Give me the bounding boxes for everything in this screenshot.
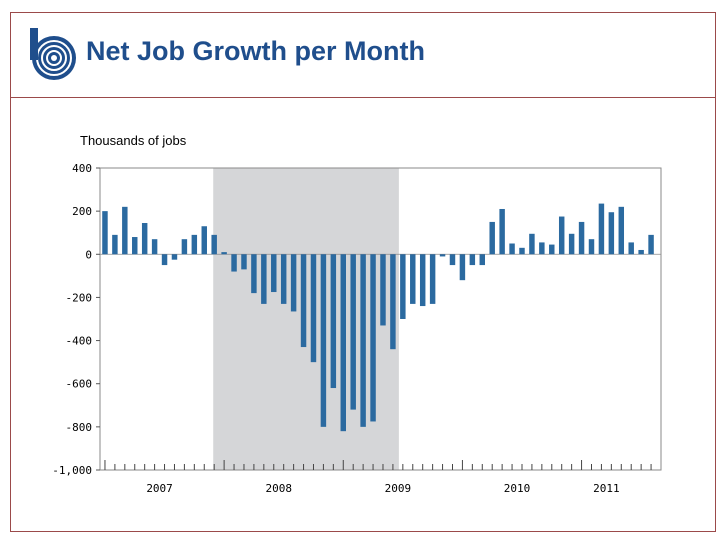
bar bbox=[261, 254, 267, 304]
bar bbox=[290, 254, 297, 312]
header-divider bbox=[10, 97, 716, 98]
bar bbox=[499, 208, 505, 255]
bar bbox=[211, 234, 217, 255]
bar bbox=[350, 254, 356, 410]
bar bbox=[459, 254, 466, 281]
bar bbox=[201, 226, 207, 255]
bar bbox=[549, 244, 555, 255]
bar bbox=[320, 254, 327, 427]
bar bbox=[519, 247, 525, 255]
bar bbox=[628, 242, 634, 255]
y-tick-label: 400 bbox=[72, 162, 92, 175]
bar bbox=[241, 254, 247, 270]
bar bbox=[132, 237, 138, 255]
bar bbox=[479, 254, 486, 266]
bar bbox=[330, 254, 337, 389]
y-tick-label: 0 bbox=[85, 248, 92, 261]
bar bbox=[648, 234, 654, 255]
bar bbox=[588, 239, 595, 255]
bar bbox=[161, 254, 168, 266]
bar bbox=[489, 221, 495, 255]
bar bbox=[429, 254, 436, 304]
bar bbox=[419, 254, 426, 307]
bar bbox=[102, 211, 108, 255]
bar bbox=[638, 249, 644, 255]
plot-area-border bbox=[99, 167, 662, 471]
y-tick-label: -600 bbox=[66, 378, 93, 391]
bar bbox=[608, 212, 615, 255]
bar bbox=[469, 254, 476, 266]
bar bbox=[390, 254, 396, 350]
bar bbox=[151, 239, 158, 255]
bar bbox=[578, 221, 585, 255]
slide-frame bbox=[10, 12, 716, 532]
bar bbox=[271, 254, 277, 293]
bar bbox=[598, 203, 605, 255]
bar bbox=[171, 254, 178, 260]
y-tick-label: -200 bbox=[66, 291, 93, 304]
bar bbox=[122, 206, 128, 255]
bar bbox=[181, 239, 188, 255]
bar bbox=[509, 243, 515, 255]
bar bbox=[449, 254, 456, 266]
x-year-label: 2010 bbox=[504, 482, 531, 495]
y-tick-label: -400 bbox=[66, 335, 93, 348]
bar bbox=[380, 254, 386, 326]
y-tick-label: -800 bbox=[66, 421, 93, 434]
bar bbox=[539, 242, 545, 255]
x-year-label: 2011 bbox=[593, 482, 620, 495]
bar bbox=[191, 234, 198, 255]
x-year-label: 2009 bbox=[385, 482, 412, 495]
bar bbox=[568, 233, 575, 255]
bar bbox=[618, 206, 625, 255]
bar bbox=[439, 254, 446, 257]
bar bbox=[529, 233, 535, 255]
bar bbox=[410, 254, 416, 304]
page-title: Net Job Growth per Month bbox=[86, 36, 425, 66]
bar bbox=[141, 223, 148, 255]
bar bbox=[400, 254, 406, 319]
bar bbox=[300, 254, 307, 348]
x-year-label: 2008 bbox=[265, 482, 292, 495]
y-tick-label: -1,000 bbox=[52, 464, 92, 477]
bar bbox=[251, 254, 257, 294]
bar bbox=[221, 252, 227, 255]
x-year-label: 2007 bbox=[146, 482, 173, 495]
bar bbox=[231, 254, 237, 272]
bar bbox=[310, 254, 317, 363]
bar bbox=[370, 254, 376, 422]
bar bbox=[360, 254, 366, 427]
bar bbox=[558, 216, 565, 255]
y-axis-unit-label: Thousands of jobs bbox=[80, 133, 187, 148]
bullseye-logo-icon bbox=[30, 28, 76, 80]
bar bbox=[280, 254, 287, 304]
bar bbox=[340, 254, 346, 432]
bar bbox=[112, 234, 118, 255]
y-tick-label: 200 bbox=[72, 205, 92, 218]
